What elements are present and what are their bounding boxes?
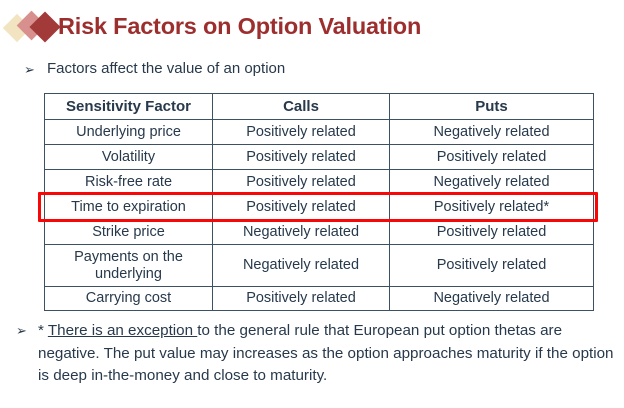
cell-puts: Positively related xyxy=(389,244,594,287)
table-row-payments-on-underlying: Payments on the underlying Negatively re… xyxy=(44,244,594,287)
table-header-row: Sensitivity Factor Calls Puts xyxy=(44,93,594,120)
cell-puts: Positively related xyxy=(389,144,594,170)
cell-calls: Negatively related xyxy=(212,244,390,287)
table-row-carrying-cost: Carrying cost Positively related Negativ… xyxy=(44,286,594,311)
table-row-time-to-expiration: Time to expiration Positively related Po… xyxy=(44,194,594,220)
cell-calls: Negatively related xyxy=(212,219,390,245)
cell-factor: Underlying price xyxy=(44,119,213,145)
cell-calls: Positively related xyxy=(212,194,390,220)
cell-puts: Negatively related xyxy=(389,169,594,195)
table-row-risk-free-rate: Risk-free rate Positively related Negati… xyxy=(44,169,594,195)
cell-factor: Time to expiration xyxy=(44,194,213,220)
footnote-underlined-text: There is an exception xyxy=(47,322,198,339)
table-row-underlying-price: Underlying price Positively related Nega… xyxy=(44,119,594,145)
intro-bullet-text: Factors affect the value of an option xyxy=(47,60,286,77)
footnote-star: * xyxy=(38,322,48,339)
cell-calls: Positively related xyxy=(212,286,390,311)
arrow-bullet-icon: ➢ xyxy=(16,323,27,338)
cell-calls: Positively related xyxy=(212,119,390,145)
diamond-red-icon xyxy=(29,11,61,43)
cell-factor: Volatility xyxy=(44,144,213,170)
cell-puts: Positively related* xyxy=(389,194,594,220)
sensitivity-table: Sensitivity Factor Calls Puts Underlying… xyxy=(44,93,594,311)
header-sensitivity-factor: Sensitivity Factor xyxy=(44,93,213,120)
footnote-text: * There is an exception to the general r… xyxy=(38,320,621,388)
header-calls: Calls xyxy=(212,93,390,120)
cell-factor: Carrying cost xyxy=(44,286,213,311)
title-block: Risk Factors on Option Valuation xyxy=(0,0,624,58)
table-row-volatility: Volatility Positively related Positively… xyxy=(44,144,594,170)
footnote-rest-text: to the general rule that European put op… xyxy=(38,322,614,384)
cell-puts: Negatively related xyxy=(389,286,594,311)
cell-calls: Positively related xyxy=(212,169,390,195)
cell-puts: Negatively related xyxy=(389,119,594,145)
cell-calls: Positively related xyxy=(212,144,390,170)
arrow-bullet-icon: ➢ xyxy=(24,62,35,77)
cell-factor: Risk-free rate xyxy=(44,169,213,195)
header-puts: Puts xyxy=(389,93,594,120)
cell-factor: Strike price xyxy=(44,219,213,245)
table-row-strike-price: Strike price Negatively related Positive… xyxy=(44,219,594,245)
page-title: Risk Factors on Option Valuation xyxy=(58,13,422,39)
cell-puts: Positively related xyxy=(389,219,594,245)
cell-factor: Payments on the underlying xyxy=(44,244,213,287)
